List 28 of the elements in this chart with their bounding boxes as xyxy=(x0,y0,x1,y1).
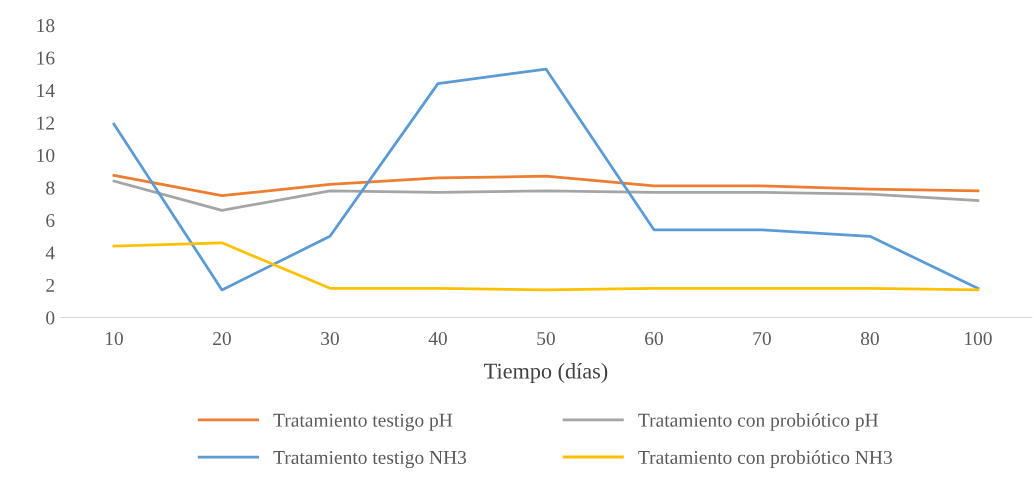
y-tick-label: 14 xyxy=(37,84,55,97)
y-tick-label: 6 xyxy=(46,213,55,228)
line-series xyxy=(112,179,980,212)
x-tick-label: 10 xyxy=(105,331,123,346)
y-tick-label: 18 xyxy=(37,19,55,33)
x-tick-label: 40 xyxy=(428,331,447,346)
line-series xyxy=(112,174,980,198)
legend-label: Tratamiento con probiótico NH3 xyxy=(638,450,892,468)
x-axis-title: Tiempo (días) xyxy=(484,362,608,384)
x-tick-label: 20 xyxy=(213,331,231,346)
x-tick-label: 60 xyxy=(645,331,663,346)
y-tick-label: 0 xyxy=(46,311,55,325)
line-series xyxy=(112,241,980,292)
y-tick-label: 12 xyxy=(37,116,55,130)
legend-label: Tratamiento testigo NH3 xyxy=(273,450,467,469)
y-tick-label: 16 xyxy=(37,51,55,65)
y-tick-label: 2 xyxy=(46,278,55,292)
x-tick-label: 80 xyxy=(860,331,879,346)
line-series xyxy=(112,67,980,292)
y-tick-label: 10 xyxy=(37,148,55,163)
legend-label: Tratamiento testigo pH xyxy=(273,413,453,431)
x-tick-label: 30 xyxy=(321,331,339,346)
x-tick-label: 50 xyxy=(537,331,555,346)
x-tick-label: 70 xyxy=(753,331,771,346)
x-tick-label: 100 xyxy=(965,331,992,346)
y-tick-label: 4 xyxy=(45,246,55,260)
legend-label: Tratamiento con probiótico pH xyxy=(638,413,879,431)
y-tick-label: 8 xyxy=(46,181,55,195)
